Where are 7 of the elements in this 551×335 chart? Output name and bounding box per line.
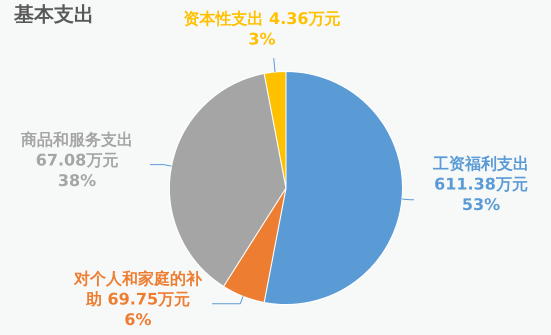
slice-label: 工资福利支出: [432, 154, 529, 174]
data-label: 67.08万元 38%: [36, 150, 118, 190]
slice-label: 资本性支出 4.36万元 3%: [183, 9, 341, 49]
data-label: 611.38万元 53%: [434, 174, 528, 214]
chart-title: 基本支出: [13, 2, 94, 26]
slice-label: 商品和服务支出: [20, 130, 133, 150]
slice-label: 对个人和家庭的补助 69.75万元 6%: [73, 269, 203, 330]
